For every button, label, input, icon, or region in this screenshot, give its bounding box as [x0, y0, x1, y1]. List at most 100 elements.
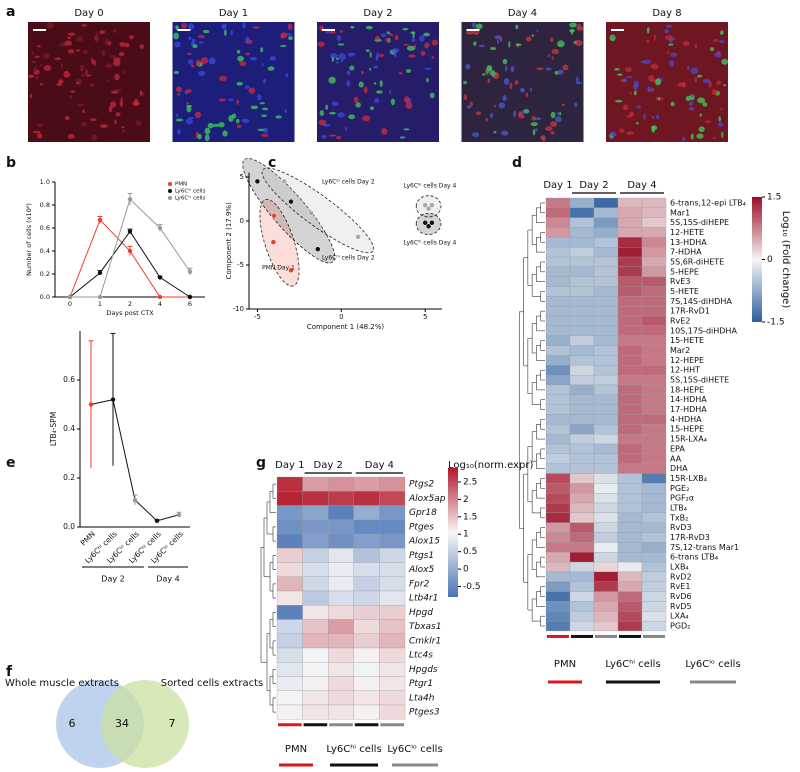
micrograph-texture — [186, 102, 190, 105]
micrograph-texture — [260, 47, 264, 53]
micrograph-texture — [177, 92, 181, 97]
heatmap-cell — [617, 542, 643, 553]
heatmap-cell — [328, 533, 354, 549]
heatmap-cell — [569, 355, 595, 366]
heatmap-cell — [593, 227, 619, 238]
heatmap-cell — [617, 561, 643, 573]
data-point — [176, 512, 182, 517]
heatmap-cell — [569, 561, 595, 573]
heatmap-cell — [593, 601, 619, 612]
micrograph-texture — [574, 102, 578, 107]
heatmap-cell — [641, 315, 667, 327]
heatmap-cell — [593, 355, 619, 366]
data-point — [97, 217, 103, 223]
micrograph-texture — [185, 88, 192, 94]
heatmap-cell — [569, 414, 595, 425]
row-label: 4-HDHA — [670, 415, 702, 424]
heatmap-cell — [353, 491, 380, 506]
row-label: LXA₄ — [670, 612, 689, 621]
row-label: RvE3 — [670, 277, 690, 286]
heatmap-cell — [617, 335, 643, 346]
micrograph-texture — [321, 134, 327, 139]
data-point — [127, 229, 133, 234]
micrograph-texture — [104, 41, 111, 44]
micrograph-texture — [67, 36, 72, 40]
heatmap-cell — [617, 611, 643, 622]
row-label: RvD3 — [670, 523, 692, 532]
micrograph-texture — [175, 25, 179, 31]
heatmap-cell — [641, 493, 667, 504]
heatmap-cell — [641, 552, 667, 563]
micrograph-texture — [260, 114, 268, 117]
column-color — [643, 634, 665, 638]
micrograph-texture — [75, 82, 80, 85]
row-label: Hpgds — [409, 665, 438, 675]
heatmap-cell — [641, 335, 667, 346]
row-label: Ptgr1 — [409, 679, 433, 689]
micrograph-texture — [318, 119, 327, 126]
heatmap-cell — [617, 601, 643, 612]
colorbar-label: Log₁₀(norm.expr) — [448, 460, 533, 471]
y-tick-label: 0.6 — [40, 224, 50, 232]
column-color — [329, 723, 353, 727]
heatmap-cell — [617, 493, 643, 504]
micrograph-texture — [519, 87, 525, 93]
group-label: Day 2 — [101, 575, 124, 584]
venn-count: 34 — [115, 717, 129, 730]
micrograph-texture — [275, 115, 282, 119]
micrograph-texture — [355, 102, 361, 108]
heatmap-cell — [593, 463, 619, 474]
micrograph-texture — [204, 127, 211, 135]
micrograph-texture — [550, 131, 555, 135]
heatmap-cell — [545, 493, 571, 504]
micrograph-texture — [623, 104, 629, 111]
heatmap-cell — [569, 502, 595, 514]
heatmap-cell — [593, 325, 619, 336]
heatmap-cell — [379, 605, 406, 620]
heatmap-cell — [545, 581, 571, 592]
micrograph-texture — [329, 134, 337, 137]
micrograph-texture — [224, 29, 227, 36]
micrograph-texture — [669, 60, 675, 67]
micrograph-texture — [81, 24, 88, 27]
micrograph-texture — [721, 131, 724, 139]
micrograph-texture — [426, 78, 429, 83]
heatmap-cell — [617, 276, 643, 287]
micrograph-texture — [346, 80, 350, 87]
heatmap-cell — [641, 522, 667, 533]
micrograph-texture — [363, 86, 368, 94]
micrograph-texture — [646, 27, 650, 34]
heatmap-cell — [545, 611, 571, 622]
heatmap-cell — [641, 532, 667, 543]
micrograph-texture — [132, 101, 140, 106]
micrograph-texture — [530, 122, 538, 127]
heatmap-cell — [593, 424, 619, 435]
micrograph-texture — [465, 63, 471, 70]
heatmap-cell — [545, 306, 571, 317]
colorbar-tick-label: 1.5 — [463, 512, 477, 522]
heatmap-cell — [593, 266, 619, 277]
heatmap-cell — [276, 690, 303, 706]
heatmap-cell — [302, 676, 329, 691]
micrograph-texture — [398, 71, 403, 75]
heatmap-cell — [641, 345, 667, 356]
heatmap-cell — [617, 591, 643, 602]
row-label: Tbxas1 — [409, 622, 441, 632]
micrograph-texture — [711, 88, 718, 96]
data-point — [187, 269, 193, 274]
colorbar-tick-label: 2.5 — [463, 477, 477, 487]
micrograph-texture — [412, 31, 415, 39]
venn-count: 7 — [169, 717, 176, 730]
micrograph-texture — [245, 52, 251, 56]
heatmap-cell — [328, 562, 354, 577]
data-point — [97, 270, 103, 276]
micrograph-texture — [285, 73, 289, 78]
data-point — [157, 275, 163, 280]
heatmap-cell — [641, 581, 667, 592]
micrograph-texture — [121, 129, 126, 133]
micrograph-texture — [370, 106, 374, 110]
micrograph-texture — [246, 39, 249, 43]
row-label: EPA — [670, 444, 685, 453]
heatmap-cell — [617, 227, 643, 238]
